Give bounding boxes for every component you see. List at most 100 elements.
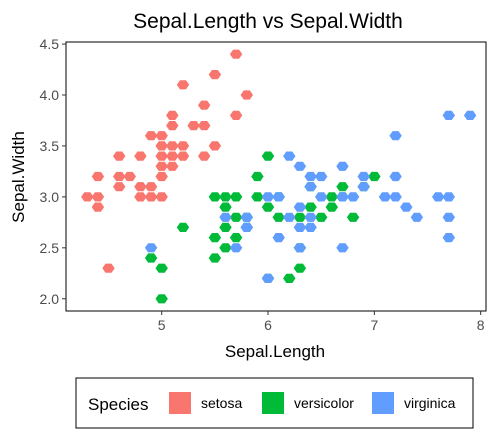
- point-setosa-27: [176, 141, 190, 151]
- point-virginica-26: [357, 171, 370, 182]
- x-tick-label: 7: [370, 317, 378, 333]
- point-setosa-2: [91, 192, 105, 202]
- point-setosa-22: [166, 151, 179, 161]
- point-versicolor-4: [208, 253, 222, 263]
- point-setosa-15: [155, 192, 168, 202]
- point-versicolor-19: [261, 151, 275, 161]
- point-virginica-20: [315, 171, 328, 182]
- point-virginica-17: [304, 182, 317, 192]
- y-tick-label: 3.5: [40, 138, 60, 154]
- point-virginica-12: [293, 222, 307, 232]
- point-versicolor-25: [293, 212, 307, 222]
- point-versicolor-33: [336, 182, 349, 192]
- point-virginica-38: [463, 110, 477, 120]
- point-setosa-20: [155, 131, 168, 141]
- point-versicolor-1: [155, 294, 168, 304]
- point-versicolor-0: [144, 253, 158, 263]
- y-tick-label: 2.0: [40, 291, 60, 307]
- point-virginica-1: [219, 212, 232, 222]
- point-setosa-31: [198, 121, 211, 131]
- y-tick-label: 4.0: [40, 87, 60, 103]
- point-setosa-33: [208, 141, 222, 151]
- x-tick-label: 6: [264, 317, 272, 333]
- point-versicolor-29: [325, 202, 338, 212]
- point-virginica-3: [240, 222, 253, 232]
- point-setosa-14: [144, 131, 158, 141]
- point-virginica-36: [442, 192, 455, 202]
- point-virginica-27: [378, 192, 392, 202]
- point-virginica-32: [410, 212, 424, 222]
- plot-area: [81, 49, 477, 304]
- point-versicolor-26: [304, 202, 317, 212]
- point-virginica-31: [400, 202, 413, 212]
- point-virginica-37: [442, 110, 455, 120]
- point-setosa-13: [144, 182, 158, 192]
- point-setosa-24: [166, 121, 179, 131]
- point-setosa-9: [134, 192, 147, 202]
- y-tick-label: 4.5: [40, 36, 60, 52]
- point-setosa-16: [155, 171, 168, 182]
- point-setosa-30: [198, 151, 211, 161]
- point-versicolor-35: [368, 171, 381, 182]
- point-setosa-18: [155, 151, 168, 161]
- point-virginica-15: [304, 222, 317, 232]
- chart-title: Sepal.Length vs Sepal.Width: [133, 10, 403, 33]
- point-setosa-4: [102, 263, 115, 273]
- point-setosa-21: [166, 161, 179, 171]
- point-virginica-8: [272, 192, 285, 202]
- point-virginica-6: [261, 192, 275, 202]
- point-virginica-29: [389, 171, 402, 182]
- point-virginica-0: [144, 243, 158, 253]
- point-versicolor-2: [155, 263, 168, 273]
- point-versicolor-20: [272, 212, 285, 222]
- point-setosa-1: [91, 202, 105, 212]
- point-versicolor-21: [283, 273, 296, 283]
- point-setosa-11: [134, 151, 147, 161]
- point-virginica-10: [283, 151, 296, 161]
- point-setosa-0: [81, 192, 94, 202]
- point-setosa-17: [155, 161, 168, 171]
- x-axis-title: Sepal.Length: [225, 342, 325, 361]
- legend-label-versicolor: versicolor: [294, 395, 354, 411]
- point-virginica-25: [357, 182, 370, 192]
- point-virginica-19: [315, 192, 328, 202]
- point-virginica-14: [293, 161, 307, 171]
- point-versicolor-10: [229, 212, 243, 222]
- point-virginica-34: [442, 233, 455, 243]
- point-setosa-37: [240, 90, 253, 100]
- point-setosa-3: [91, 171, 105, 182]
- point-virginica-11: [293, 243, 307, 253]
- legend-key-versicolor: [262, 392, 284, 414]
- point-versicolor-5: [219, 243, 232, 253]
- legend-title: Species: [88, 395, 148, 414]
- point-setosa-5: [113, 182, 126, 192]
- x-tick-label: 8: [477, 317, 485, 333]
- point-versicolor-23: [293, 263, 307, 273]
- y-tick-label: 2.5: [40, 240, 60, 256]
- point-versicolor-15: [251, 192, 264, 202]
- legend-label-virginica: virginica: [404, 395, 456, 411]
- point-setosa-10: [134, 182, 147, 192]
- point-versicolor-30: [325, 192, 338, 202]
- point-versicolor-13: [229, 192, 243, 202]
- point-virginica-16: [304, 212, 317, 222]
- point-setosa-6: [113, 171, 126, 182]
- point-versicolor-8: [219, 202, 232, 212]
- point-setosa-7: [113, 151, 126, 161]
- legend-key-setosa: [169, 392, 191, 414]
- legend-key-virginica: [372, 392, 394, 414]
- point-virginica-23: [336, 161, 349, 171]
- point-versicolor-32: [346, 212, 360, 222]
- point-virginica-28: [389, 192, 402, 202]
- point-virginica-22: [336, 192, 349, 202]
- legend-label-setosa: setosa: [201, 395, 242, 411]
- point-virginica-7: [272, 233, 285, 243]
- point-setosa-23: [166, 141, 179, 151]
- y-axis-title: Sepal.Width: [9, 131, 28, 223]
- point-virginica-9: [283, 212, 296, 222]
- point-setosa-36: [229, 49, 243, 59]
- point-setosa-19: [155, 141, 168, 151]
- point-virginica-24: [346, 192, 360, 202]
- point-virginica-13: [293, 202, 307, 212]
